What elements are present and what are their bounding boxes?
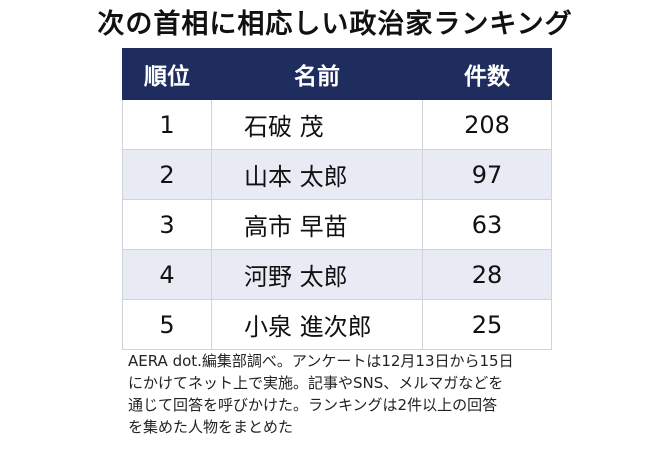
footnote-line: 通じて回答を呼びかけた。ランキングは2件以上の回答 bbox=[128, 396, 498, 414]
ranking-table: 順位 名前 件数 1 石破 茂 208 2 山本 太郎 97 3 高市 早苗 63 4 河野 太郎 28 5… bbox=[122, 48, 552, 350]
title: 次の首相に相応しい政治家ランキング bbox=[97, 9, 573, 40]
column-header: 件数 bbox=[422, 48, 552, 100]
table-row: 1 石破 茂 208 bbox=[122, 99, 552, 150]
rank-cell: 5 bbox=[122, 299, 212, 350]
rank-cell: 3 bbox=[122, 199, 212, 250]
table-row: 3 高市 早苗 63 bbox=[122, 199, 552, 250]
count-cell: 97 bbox=[422, 149, 552, 200]
footnote-line: を集めた人物をまとめた bbox=[128, 418, 294, 436]
table-row: 2 山本 太郎 97 bbox=[122, 149, 552, 200]
column-header: 順位 bbox=[122, 48, 212, 100]
column-header: 名前 bbox=[211, 48, 423, 100]
table-row: 4 河野 太郎 28 bbox=[122, 249, 552, 300]
footnote-line: AERA dot.編集部調べ。アンケートは12月13日から15日 bbox=[128, 352, 514, 370]
name-cell: 石破 茂 bbox=[211, 99, 423, 150]
rank-cell: 4 bbox=[122, 249, 212, 300]
count-cell: 25 bbox=[422, 299, 552, 350]
table-row: 5 小泉 進次郎 25 bbox=[122, 299, 552, 350]
name-cell: 山本 太郎 bbox=[211, 149, 423, 200]
count-cell: 208 bbox=[422, 99, 552, 150]
count-cell: 28 bbox=[422, 249, 552, 300]
footnote-line: にかけてネット上で実施。記事やSNS、メルマガなどを bbox=[128, 374, 504, 392]
name-cell: 小泉 進次郎 bbox=[211, 299, 423, 350]
header-row: 順位 名前 件数 bbox=[122, 48, 552, 100]
footnote: AERA dot.編集部調べ。アンケートは12月13日から15日 にかけてネット上… bbox=[128, 350, 514, 438]
name-cell: 河野 太郎 bbox=[211, 249, 423, 300]
name-cell: 高市 早苗 bbox=[211, 199, 423, 250]
rank-cell: 2 bbox=[122, 149, 212, 200]
count-cell: 63 bbox=[422, 199, 552, 250]
table-body: 1 石破 茂 208 2 山本 太郎 97 3 高市 早苗 63 4 河野 太郎 28 5 小泉 進次郎 2… bbox=[122, 99, 552, 350]
rank-cell: 1 bbox=[122, 99, 212, 150]
